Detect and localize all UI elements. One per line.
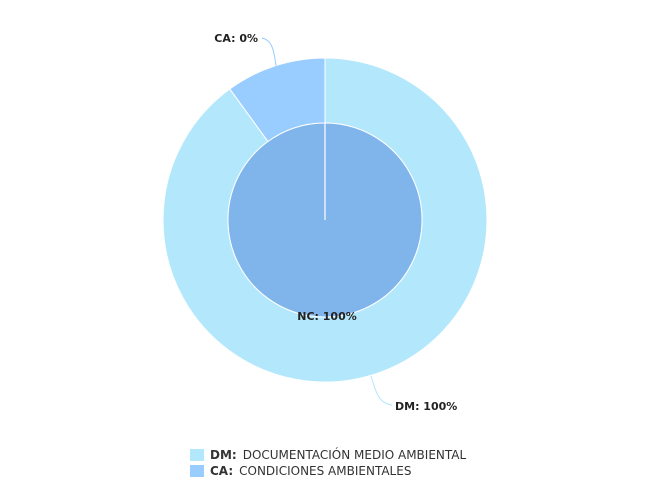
- label-dm: DM: 100%: [395, 400, 457, 413]
- label-ca: CA: 0%: [214, 32, 258, 45]
- legend-code-dm: DM:: [210, 448, 237, 462]
- connector-dm: [370, 375, 393, 406]
- slice-labels: DM: 100% CA: 0% NC: 100%: [214, 32, 457, 413]
- legend-text-dm: DOCUMENTACIÓN MEDIO AMBIENTAL: [242, 448, 467, 462]
- label-nc: NC: 100%: [297, 310, 357, 323]
- legend-text-ca: CONDICIONES AMBIENTALES: [239, 464, 412, 478]
- legend-item-ca[interactable]: CA: CONDICIONES AMBIENTALES: [190, 463, 466, 479]
- connector-ca: [261, 37, 277, 67]
- legend-swatch-dm: [190, 449, 204, 461]
- legend-swatch-ca: [190, 465, 204, 477]
- label-connectors: [261, 37, 393, 406]
- inner-ring: [227, 122, 423, 318]
- legend-code-ca: CA:: [210, 464, 234, 478]
- legend: DM: DOCUMENTACIÓN MEDIO AMBIENTAL CA: CO…: [190, 447, 466, 479]
- legend-item-dm[interactable]: DM: DOCUMENTACIÓN MEDIO AMBIENTAL: [190, 447, 466, 463]
